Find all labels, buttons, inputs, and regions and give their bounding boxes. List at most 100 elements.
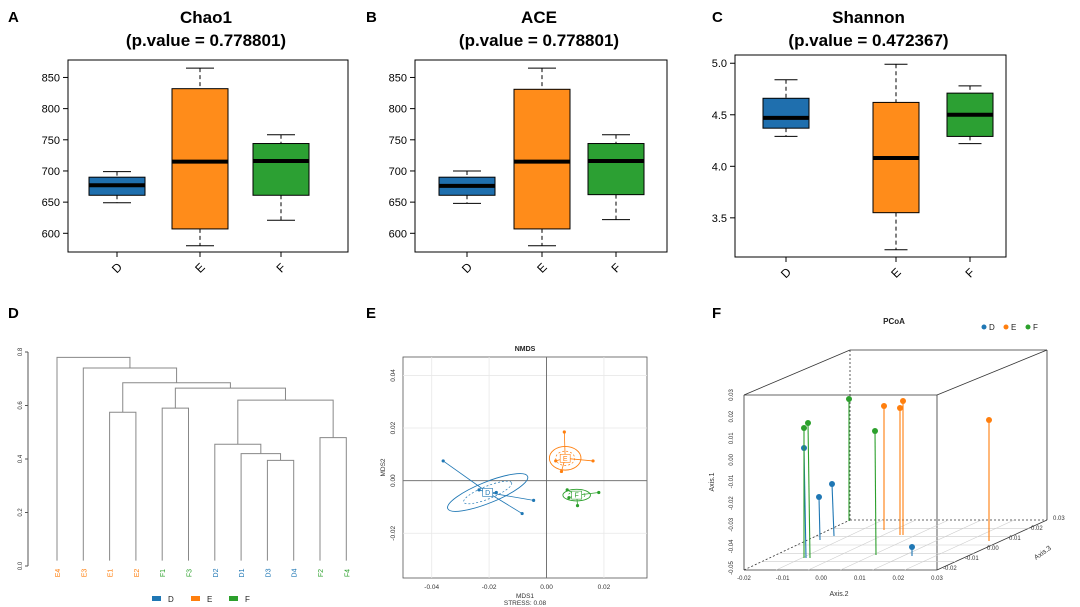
legend-marker-e (1003, 324, 1009, 330)
y-tick-label: 600 (42, 228, 60, 240)
legend-label: E (1011, 323, 1016, 332)
leaf-label: E2 (134, 569, 141, 578)
chart-title: NMDS (515, 346, 536, 353)
legend-label: D (989, 323, 995, 332)
axis2-tick-label: -0.01 (776, 576, 790, 582)
legend-label: E (207, 595, 212, 604)
panel-letter-e: E (366, 305, 376, 322)
centroid-label: E (563, 456, 568, 463)
plot-frame (67, 59, 349, 253)
axis3-tick-label: 0.00 (987, 546, 999, 552)
legend-marker-d (981, 324, 987, 330)
y-tick-label: 800 (389, 104, 407, 116)
data-point (591, 459, 595, 463)
panel-letter-c: C (712, 9, 723, 26)
leaf-label: D3 (265, 568, 272, 577)
box-e: E (872, 63, 920, 281)
dendrogram-link (122, 382, 231, 413)
x-tick-label: D (778, 265, 794, 281)
legend-label: F (245, 595, 250, 604)
legend-label: F (1033, 323, 1038, 332)
axis3-label: Axis.3 (1033, 545, 1053, 562)
inner-ellipse (555, 450, 576, 466)
y-tick-label: 700 (42, 166, 60, 178)
dendrogram-link (240, 453, 282, 561)
axis3-tick-label: 0.03 (1053, 516, 1065, 522)
data-point (494, 490, 498, 495)
leaf-label: F2 (318, 569, 325, 577)
panel-letter-f: F (712, 305, 721, 322)
drop-line (831, 483, 835, 537)
boxplot-b: ACE (p.value = 0.778801) 600 650 700 750 800 85… (389, 8, 668, 276)
cube-edge (743, 349, 851, 396)
x-tick-label: D (459, 260, 475, 276)
data-point (597, 490, 601, 495)
panel-letter-d: D (8, 305, 19, 322)
data-point (846, 396, 852, 402)
data-point (897, 405, 903, 411)
y-tick-label: 3.5 (712, 213, 727, 225)
box-body (762, 97, 810, 129)
legend-swatch-e (191, 596, 200, 601)
data-point (801, 425, 807, 431)
y-axis-label: MDS2 (380, 458, 387, 476)
centroid-label: D (485, 490, 490, 497)
confidence-ellipse (562, 488, 591, 502)
box-e: E (171, 67, 229, 276)
axis1-tick-label: 0.03 (729, 389, 735, 401)
leaf-label: F4 (344, 569, 351, 577)
data-point (441, 459, 445, 463)
axis1-tick-label: -0.05 (729, 561, 735, 575)
boxplot-a: Chao1 (p.value = 0.778801) 600 650 700 750 800… (42, 8, 349, 276)
spider-line (487, 492, 523, 514)
axis3-tick-label: 0.02 (1031, 526, 1043, 532)
x-tick-label: E (192, 260, 208, 276)
pcoa-point-f (801, 425, 807, 558)
box-f: F (587, 134, 645, 276)
dendrogram-link (319, 437, 347, 561)
box-d: D (762, 79, 810, 281)
dendrogram-link (214, 443, 262, 561)
pcoa-point-f (805, 420, 811, 559)
chart-subtitle: (p.value = 0.778801) (459, 31, 619, 50)
pcoa-point-e (897, 405, 903, 535)
box-body (252, 143, 310, 196)
y-tick-label: 650 (389, 197, 407, 209)
y-tick-label: 850 (389, 72, 407, 84)
data-point (559, 469, 564, 474)
pcoa-point-e (881, 403, 887, 530)
box-f: F (946, 85, 994, 281)
chart-title: ACE (521, 8, 557, 27)
data-point (565, 488, 569, 492)
pcoa-3d-f: PCoA D E F -0.05 -0.04 -0.03 -0.02 -0.01 0.00 0.01… (709, 317, 1065, 598)
pcoa-point-d (829, 481, 835, 537)
centroid-label-box (482, 488, 493, 497)
box-e: E (513, 67, 571, 276)
dendrogram-link (174, 387, 286, 409)
centroid-label: F (575, 493, 579, 500)
y-tick-label: 0.00 (390, 474, 397, 487)
drop-line (807, 422, 811, 559)
drop-line (818, 496, 821, 541)
spider-line (563, 431, 566, 459)
nmds-group-f: F (562, 488, 601, 508)
chart-subtitle: (p.value = 0.472367) (788, 31, 948, 50)
panel-letter-a: A (8, 9, 19, 26)
boxplot-c: Shannon (p.value = 0.472367) 3.5 4.0 4.5 5.0 D… (712, 8, 1007, 281)
x-tick-label: E (534, 260, 550, 276)
y-tick-label: 0.4 (18, 454, 24, 463)
data-point (532, 498, 536, 502)
axis3-tick-label: -0.02 (943, 566, 957, 572)
data-point (829, 481, 835, 487)
data-point (816, 494, 822, 500)
x-tick-label: D (109, 260, 125, 276)
data-point (805, 420, 811, 426)
box-body (513, 88, 571, 230)
axis1-tick-label: 0.02 (729, 410, 735, 422)
dendrogram-link (109, 411, 137, 561)
axis1-label: Axis.1 (709, 472, 716, 491)
legend-marker-f (1025, 324, 1031, 330)
leaf-label: E1 (108, 569, 115, 578)
axis3-tick-label: 0.01 (1009, 536, 1021, 542)
